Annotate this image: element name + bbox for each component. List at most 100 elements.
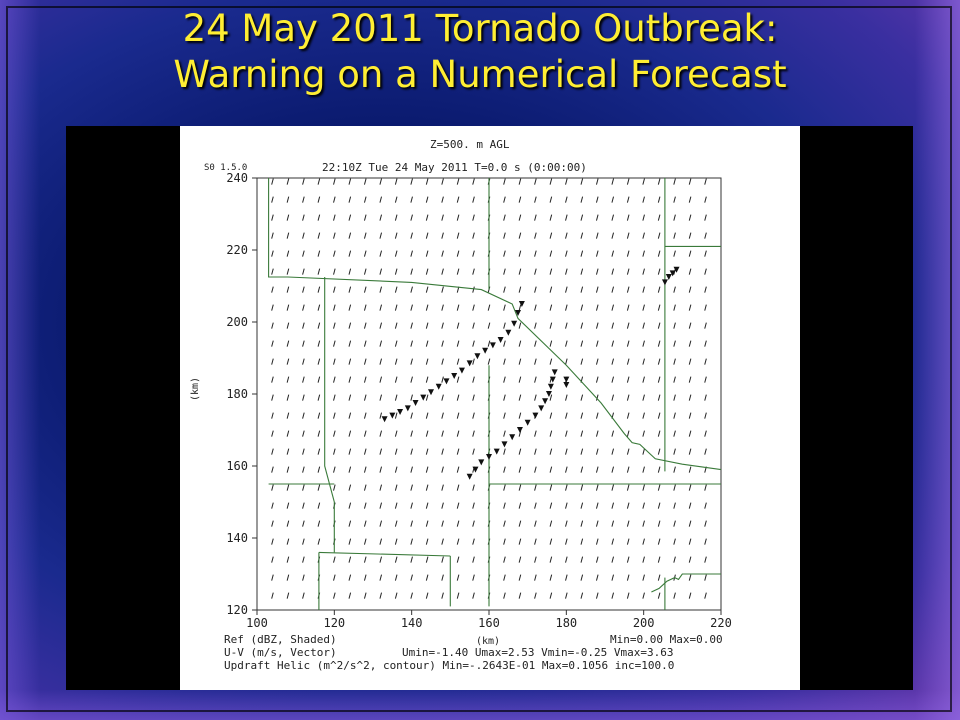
wind-vector bbox=[394, 466, 398, 473]
wind-vector bbox=[302, 376, 305, 383]
wind-vector bbox=[503, 520, 506, 527]
wind-vector bbox=[518, 358, 522, 365]
wind-vector bbox=[456, 412, 460, 419]
wind-vector bbox=[503, 340, 506, 347]
wind-vector bbox=[611, 484, 615, 491]
wind-vector bbox=[286, 466, 290, 473]
wind-vector bbox=[472, 376, 475, 383]
wind-vector bbox=[317, 538, 321, 545]
wind-vector bbox=[271, 556, 274, 563]
wind-vector bbox=[565, 268, 568, 275]
wind-vector bbox=[503, 538, 506, 545]
wind-vector bbox=[503, 268, 506, 275]
wind-vector bbox=[565, 196, 568, 203]
helicity-marker bbox=[486, 454, 492, 460]
wind-vector bbox=[673, 178, 676, 185]
wind-vector bbox=[503, 556, 506, 563]
wind-vector bbox=[595, 232, 599, 239]
wind-vector bbox=[348, 214, 352, 221]
wind-vector bbox=[565, 556, 568, 563]
county-boundary-line bbox=[651, 573, 721, 593]
wind-vector bbox=[441, 214, 444, 221]
wind-vector bbox=[271, 250, 274, 257]
helicity-marker bbox=[545, 391, 552, 397]
wind-vector bbox=[317, 448, 321, 455]
wind-vector bbox=[271, 322, 274, 329]
wind-vector bbox=[472, 214, 475, 221]
wind-vector bbox=[379, 304, 383, 311]
wind-vector bbox=[549, 304, 553, 311]
wind-vector bbox=[456, 394, 460, 401]
wind-vector bbox=[580, 394, 584, 401]
wind-vector bbox=[626, 214, 630, 221]
wind-vector bbox=[518, 538, 522, 545]
wind-vector bbox=[425, 196, 429, 203]
wind-vector bbox=[363, 574, 367, 581]
wind-vector bbox=[673, 592, 676, 599]
wind-vector bbox=[580, 574, 584, 581]
x-tick-label: 160 bbox=[478, 616, 500, 630]
wind-vector bbox=[333, 592, 336, 599]
wind-vector bbox=[657, 484, 661, 491]
wind-vector bbox=[333, 430, 336, 437]
wind-vector bbox=[611, 250, 615, 257]
helicity-marker bbox=[563, 376, 570, 383]
wind-vector bbox=[657, 340, 661, 347]
wind-vector bbox=[317, 178, 321, 185]
x-axis-label: (km) bbox=[476, 636, 500, 647]
footer-line-2-right: Umin=-1.40 Umax=2.53 Vmin=-0.25 Vmax=3.6… bbox=[402, 646, 674, 659]
wind-vector bbox=[642, 196, 645, 203]
county-boundary-line bbox=[324, 277, 335, 553]
wind-vector bbox=[317, 340, 321, 347]
wind-vector bbox=[595, 466, 599, 473]
wind-vector bbox=[472, 322, 475, 329]
wind-vector bbox=[549, 430, 553, 437]
wind-vector bbox=[704, 556, 707, 563]
wind-vector bbox=[286, 412, 290, 419]
wind-vector bbox=[394, 484, 398, 491]
wind-vector bbox=[595, 358, 599, 365]
y-tick-label: 200 bbox=[226, 315, 248, 329]
wind-vector bbox=[503, 196, 506, 203]
wind-vector bbox=[704, 286, 707, 293]
wind-vector bbox=[518, 448, 522, 455]
wind-vector bbox=[317, 286, 321, 293]
wind-vector bbox=[549, 556, 553, 563]
wind-vector bbox=[611, 448, 615, 455]
wind-vector bbox=[688, 232, 692, 239]
helicity-marker bbox=[404, 405, 411, 412]
wind-vector bbox=[302, 520, 305, 527]
wind-vector bbox=[503, 448, 506, 455]
helicity-marker bbox=[443, 378, 450, 385]
wind-vector bbox=[565, 484, 568, 491]
wind-vector bbox=[333, 232, 336, 239]
wind-vector bbox=[626, 466, 630, 473]
wind-vector bbox=[348, 502, 352, 509]
wind-vector bbox=[333, 448, 336, 455]
wind-vector bbox=[286, 250, 290, 257]
wind-vector bbox=[549, 592, 553, 599]
wind-vector bbox=[611, 340, 615, 347]
wind-vector bbox=[456, 520, 460, 527]
wind-vector bbox=[286, 304, 290, 311]
wind-vector bbox=[410, 502, 413, 509]
wind-vector bbox=[611, 592, 615, 599]
wind-vector bbox=[271, 412, 274, 419]
wind-vector bbox=[534, 556, 537, 563]
wind-vector bbox=[472, 520, 475, 527]
wind-vector bbox=[673, 412, 676, 419]
wind-vector bbox=[611, 538, 615, 545]
slide-border bbox=[6, 6, 952, 712]
helicity-marker bbox=[563, 382, 570, 388]
wind-vector bbox=[302, 592, 305, 599]
wind-vector bbox=[642, 358, 645, 365]
helicity-marker bbox=[389, 412, 396, 419]
wind-vector bbox=[549, 538, 553, 545]
wind-vector bbox=[456, 538, 460, 545]
wind-vector bbox=[688, 430, 692, 437]
wind-vector bbox=[595, 304, 599, 311]
wind-vector bbox=[688, 322, 692, 329]
wind-vector bbox=[302, 196, 305, 203]
wind-vector bbox=[441, 556, 444, 563]
wind-vector bbox=[565, 502, 568, 509]
